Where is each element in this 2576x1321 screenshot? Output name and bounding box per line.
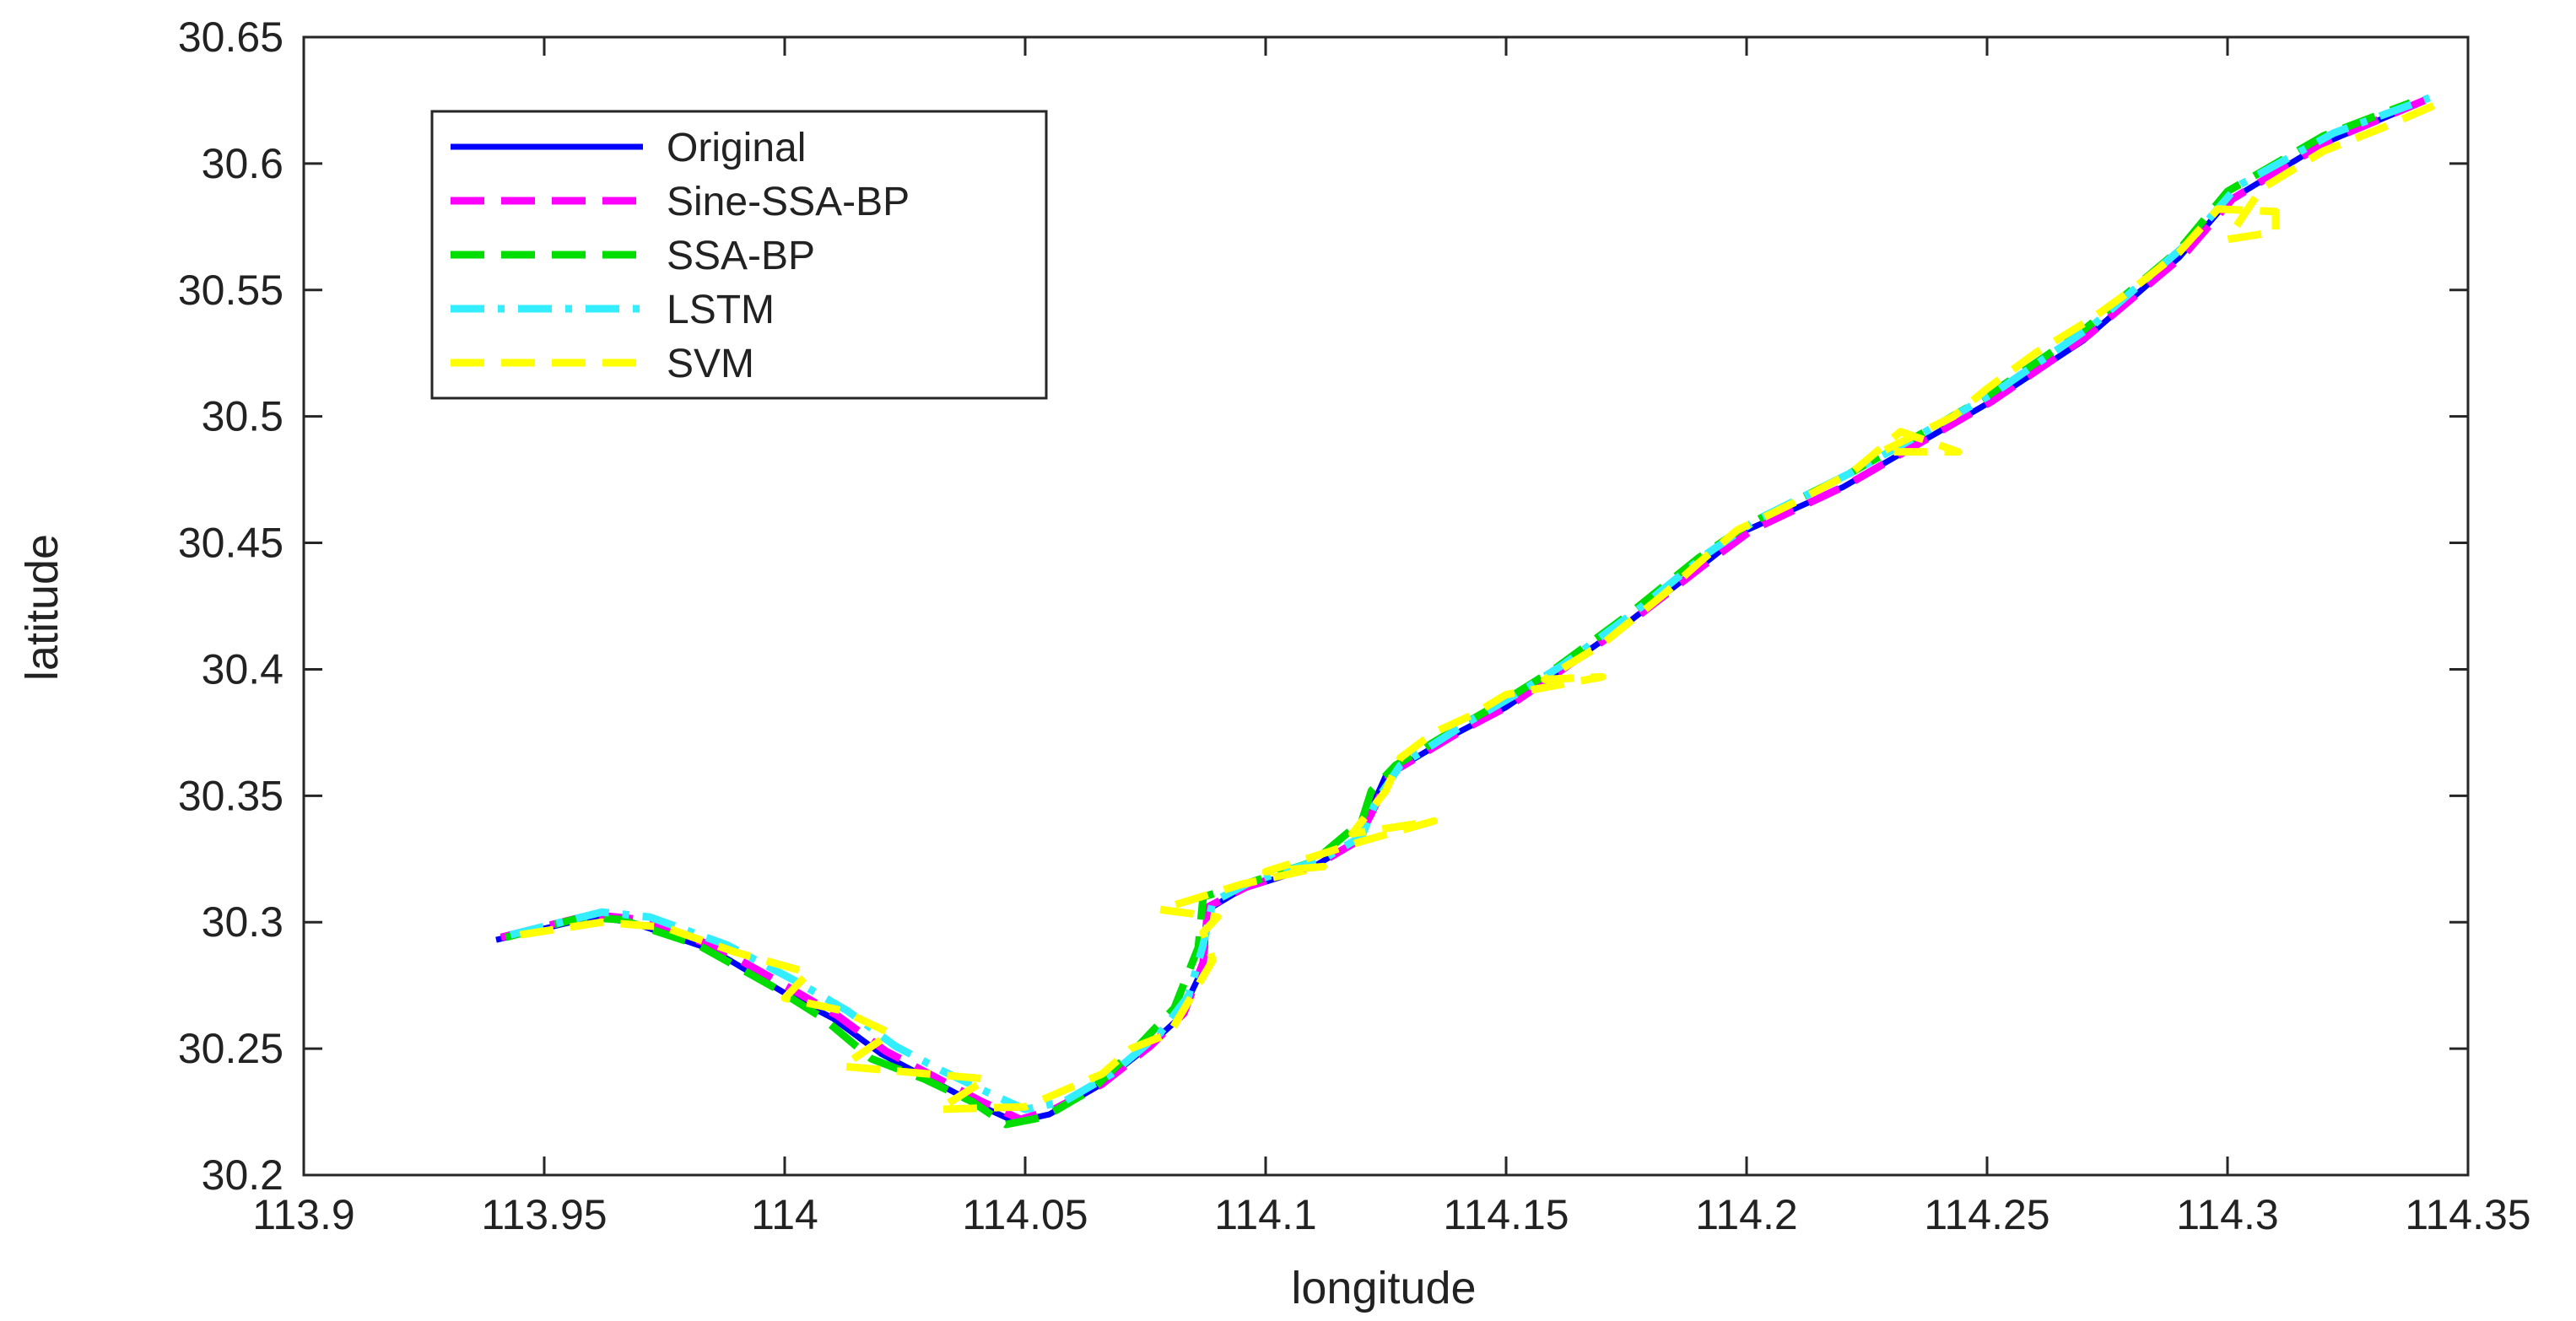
legend-label-0: Original bbox=[667, 126, 806, 170]
x-tick-label: 114.3 bbox=[2176, 1191, 2278, 1238]
legend: Original Sine-SSA-BP SSA-BP LSTM SVM bbox=[430, 110, 1048, 400]
x-tick-label: 114.05 bbox=[962, 1191, 1088, 1238]
legend-label-1: Sine-SSA-BP bbox=[667, 180, 910, 224]
y-tick-label: 30.35 bbox=[178, 772, 284, 819]
x-tick-label: 113.9 bbox=[252, 1191, 354, 1238]
legend-label-2: SSA-BP bbox=[667, 234, 815, 278]
y-tick-label: 30.55 bbox=[178, 267, 284, 314]
y-axis-title: latitude bbox=[17, 534, 68, 681]
y-tick-label: 30.65 bbox=[178, 13, 284, 61]
x-tick-label: 114.15 bbox=[1443, 1191, 1569, 1238]
y-tick-label: 30.4 bbox=[202, 645, 284, 693]
x-axis-title: longitude bbox=[1291, 1263, 1476, 1313]
axes: 113.9 113.95 114 114.05 114.1 114.15 114.2 114.… bbox=[178, 13, 2531, 1238]
x-tick-label: 114.2 bbox=[1695, 1191, 1797, 1238]
y-tick-label: 30.5 bbox=[202, 393, 284, 440]
y-tick-label: 30.3 bbox=[202, 898, 284, 946]
x-tick-label: 114 bbox=[751, 1191, 818, 1238]
series-line-3 bbox=[510, 94, 2431, 1113]
x-tick-label: 114.35 bbox=[2405, 1191, 2530, 1238]
x-tick-label: 114.25 bbox=[1924, 1191, 2049, 1238]
y-tick-label: 30.45 bbox=[178, 520, 284, 567]
series-line-1 bbox=[500, 96, 2427, 1124]
y-tick-label: 30.6 bbox=[202, 140, 284, 187]
legend-label-4: SVM bbox=[667, 342, 754, 386]
axes-frame bbox=[302, 35, 2470, 1177]
y-tick-label: 30.2 bbox=[202, 1151, 284, 1199]
x-tick-label: 114.1 bbox=[1214, 1191, 1316, 1238]
plot-area bbox=[495, 94, 2436, 1129]
legend-label-3: LSTM bbox=[667, 288, 775, 332]
y-tick-label: 30.25 bbox=[178, 1025, 284, 1072]
series-line-4 bbox=[519, 101, 2436, 1113]
x-tick-label: 113.95 bbox=[481, 1191, 607, 1238]
